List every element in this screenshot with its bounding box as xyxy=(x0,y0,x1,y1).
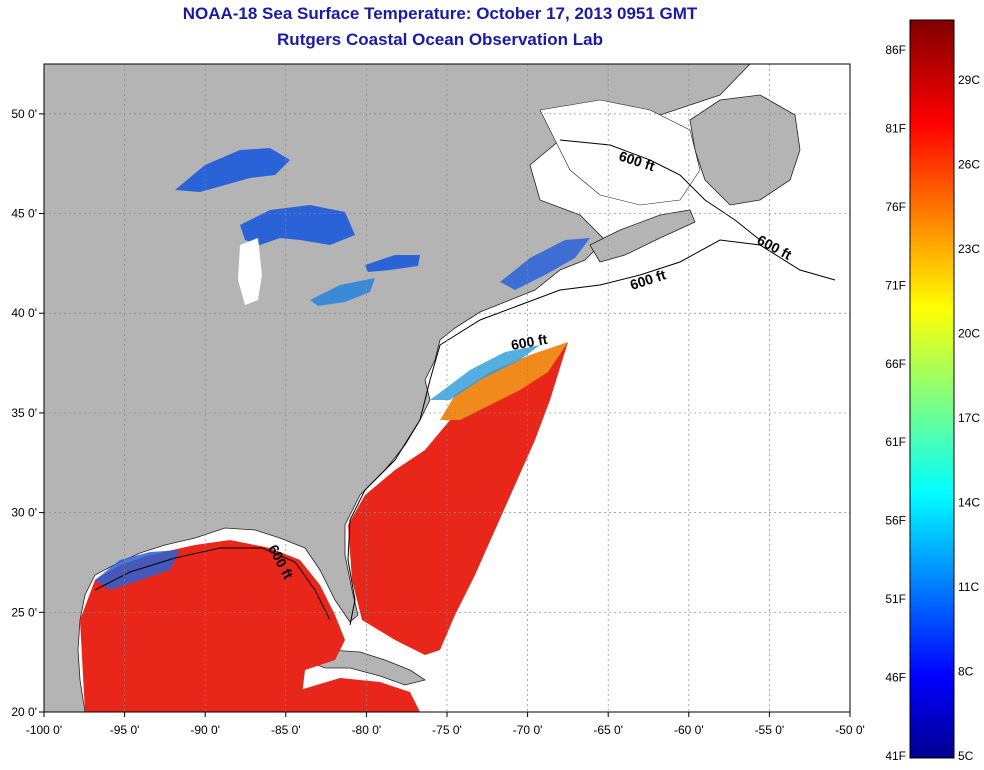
map-subtitle: Rutgers Coastal Ocean Observation Lab xyxy=(277,30,603,49)
lon-tick-label: -70 0' xyxy=(513,723,543,737)
colorbar-f-label: 51F xyxy=(885,592,906,606)
depth-contour-600ft xyxy=(439,239,836,346)
lat-tick-label: 40 0' xyxy=(11,306,37,320)
lake-erie xyxy=(310,278,375,306)
newfoundland xyxy=(689,94,801,206)
lon-tick-label: -85 0' xyxy=(271,723,301,737)
lat-axis: 20 0' 25 0' 30 0' 35 0' 40 0' 45 0' 50 0' xyxy=(11,107,44,719)
gulf-of-st-lawrence xyxy=(539,99,701,206)
lon-tick-label: -90 0' xyxy=(190,723,220,737)
lon-tick-label: -50 0' xyxy=(835,723,865,737)
lon-axis: -100 0' -95 0' -90 0' -85 0' -80 0' -75 0' -70… xyxy=(26,712,865,737)
lon-tick-label: -60 0' xyxy=(674,723,704,737)
lat-tick-label: 50 0' xyxy=(11,107,37,121)
colorbar xyxy=(909,19,955,759)
contour-label-4: 600 ft xyxy=(510,331,549,353)
map-grid xyxy=(44,64,850,712)
land-mass xyxy=(44,64,751,712)
lake-superior xyxy=(175,148,290,192)
colorbar-f-label: 76F xyxy=(885,200,906,214)
colorbar-f-label: 81F xyxy=(885,121,906,135)
sst-northeast-cool xyxy=(500,238,590,290)
lon-tick-label: -65 0' xyxy=(593,723,623,737)
colorbar-f-label: 71F xyxy=(885,278,906,292)
colorbar-c-label: 17C xyxy=(958,411,980,425)
colorbar-c-label: 14C xyxy=(958,496,980,510)
lake-michigan-huron xyxy=(240,205,355,245)
sst-atlantic-cool xyxy=(430,345,540,400)
lake-ontario xyxy=(365,255,420,272)
lon-tick-label: -75 0' xyxy=(432,723,462,737)
lat-tick-label: 45 0' xyxy=(11,207,37,221)
lon-tick-label: -55 0' xyxy=(755,723,785,737)
sst-atlantic xyxy=(348,342,568,655)
colorbar-c-label: 23C xyxy=(958,242,980,256)
colorbar-c-label: 8C xyxy=(958,665,974,679)
colorbar-c-label: 26C xyxy=(958,158,980,172)
colorbar-c-label: 11C xyxy=(958,580,979,594)
lat-tick-label: 20 0' xyxy=(11,705,37,719)
lon-tick-label: -95 0' xyxy=(110,723,140,737)
lake-michigan xyxy=(238,238,262,305)
colorbar-f-label: 56F xyxy=(885,514,906,528)
colorbar-c-label: 5C xyxy=(958,749,974,763)
depth-contour-600ft-north xyxy=(559,139,761,241)
colorbar-f-label: 66F xyxy=(885,357,906,371)
depth-contour-600ft-gulf xyxy=(94,547,331,621)
depth-contour-600ft-south xyxy=(347,344,441,626)
colorbar-c-labels: 29C 26C 23C 20C 17C 14C 11C 8C 5C xyxy=(958,73,980,763)
colorbar-c-label: 20C xyxy=(958,327,980,341)
lon-tick-label: -80 0' xyxy=(352,723,382,737)
sst-gulf xyxy=(80,540,345,712)
map-title: NOAA-18 Sea Surface Temperature: October… xyxy=(182,4,698,23)
sst-atlantic-orange xyxy=(440,342,568,420)
colorbar-c-label: 29C xyxy=(958,73,980,87)
sst-caribbean xyxy=(300,678,420,712)
colorbar-f-label: 86F xyxy=(885,43,906,57)
colorbar-f-label: 41F xyxy=(885,749,906,763)
lat-tick-label: 35 0' xyxy=(11,406,37,420)
colorbar-f-label: 46F xyxy=(885,671,906,685)
map-content xyxy=(44,64,836,712)
colorbar-f-labels: 86F 81F 76F 71F 66F 61F 56F 51F 46F 41F xyxy=(885,43,906,763)
lon-tick-label: -100 0' xyxy=(26,723,62,737)
colorbar-f-label: 61F xyxy=(885,435,906,449)
lat-tick-label: 30 0' xyxy=(11,506,37,520)
lat-tick-label: 25 0' xyxy=(11,605,37,619)
